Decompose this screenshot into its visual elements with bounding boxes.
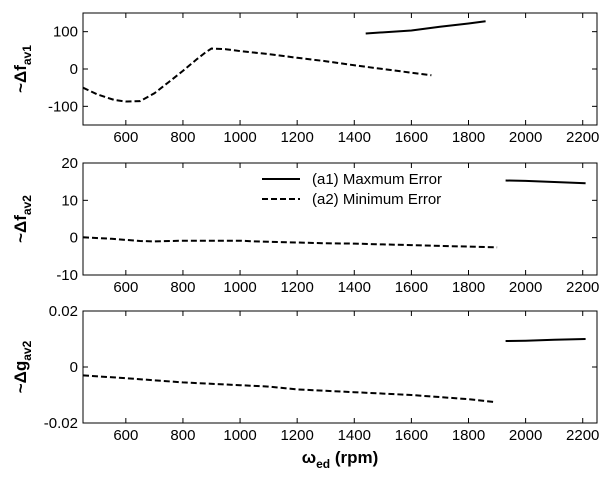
x-tick-label: 1600 <box>395 129 428 146</box>
y-tick-label: -10 <box>56 267 78 284</box>
x-tick-label: 800 <box>170 279 195 296</box>
maximum-error-line <box>505 179 586 185</box>
x-tick-label: 1800 <box>452 427 485 444</box>
x-tick-label: 1000 <box>223 427 256 444</box>
maximum-error-line <box>365 20 486 35</box>
x-tick-label: 2200 <box>566 129 599 146</box>
y-axis-label: ~Δgav2 <box>11 340 34 393</box>
y-tick-label: -0.02 <box>44 415 78 432</box>
y-tick-label: 0 <box>70 61 78 78</box>
legend: (a1) Maxmum Error (a2) Minimum Error <box>262 171 442 208</box>
plot-frame <box>82 162 598 276</box>
panel-2: 600 800 1000 1200 1400 1600 1800 2000 2200 -10 0 10… <box>11 155 599 296</box>
x-tick-label: 1400 <box>338 427 371 444</box>
x-tick-label: 1600 <box>395 427 428 444</box>
y-tick-label: -100 <box>48 98 78 115</box>
y-tick-label: 0 <box>70 359 78 376</box>
x-tick-label: 1400 <box>338 279 371 296</box>
x-tick-label: 600 <box>113 129 138 146</box>
plot-frame <box>82 310 598 424</box>
y-tick-label: 100 <box>53 24 78 41</box>
x-tick-label: 1200 <box>280 129 313 146</box>
x-tick-label: 600 <box>113 427 138 444</box>
minimum-error-line <box>82 374 495 403</box>
minimum-error-line <box>82 236 498 249</box>
x-tick-label: 1400 <box>338 129 371 146</box>
x-tick-label: 1200 <box>280 279 313 296</box>
y-axis-label: ~Δfav1 <box>11 45 34 93</box>
x-tick-label: 2000 <box>509 279 542 296</box>
x-tick-label: 1000 <box>223 279 256 296</box>
x-tick-label: 2000 <box>509 427 542 444</box>
x-tick-label: 800 <box>170 427 195 444</box>
legend-label: (a1) Maxmum Error <box>312 171 442 188</box>
x-tick-label: 1600 <box>395 279 428 296</box>
minimum-error-line <box>82 47 432 103</box>
panel-1: 600 800 1000 1200 1400 1600 1800 2000 2200 -100 0 1… <box>11 12 599 146</box>
panel-3: 600 800 1000 1200 1400 1600 1800 2000 2200 -0.02 0… <box>11 303 599 471</box>
y-tick-label: 10 <box>61 192 78 209</box>
x-tick-label: 600 <box>113 279 138 296</box>
x-tick-label: 2200 <box>566 279 599 296</box>
x-tick-label: 1000 <box>223 129 256 146</box>
maximum-error-line <box>505 338 586 342</box>
plot-frame <box>82 12 598 126</box>
x-tick-label: 1200 <box>280 427 313 444</box>
x-tick-label: 2200 <box>566 427 599 444</box>
x-tick-label: 1800 <box>452 129 485 146</box>
y-axis-label: ~Δfav2 <box>11 195 34 243</box>
y-tick-label: 20 <box>61 155 78 172</box>
x-tick-label: 800 <box>170 129 195 146</box>
y-tick-label: 0.02 <box>49 303 78 320</box>
x-tick-label: 1800 <box>452 279 485 296</box>
x-axis-label: ωed (rpm) <box>302 448 379 471</box>
x-tick-label: 2000 <box>509 129 542 146</box>
y-tick-label: 0 <box>70 230 78 247</box>
legend-label: (a2) Minimum Error <box>312 191 441 208</box>
